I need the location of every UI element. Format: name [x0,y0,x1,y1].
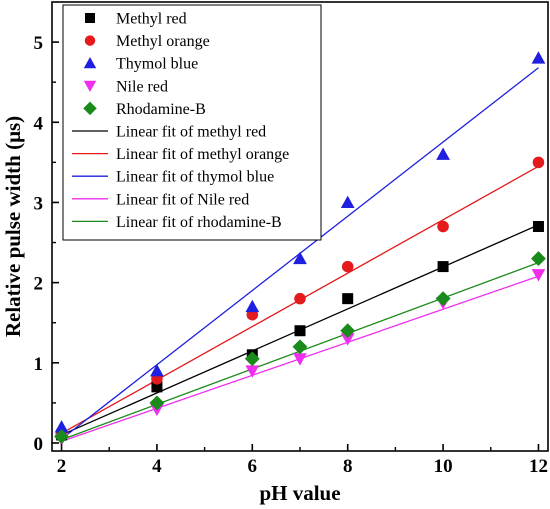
data-point-0-6 [532,221,544,232]
data-point-3-4 [340,333,355,346]
data-point-0-5 [437,261,449,273]
data-point-0-4 [342,293,354,305]
legend-marker-2 [83,56,97,69]
y-tick-label-1: 1 [34,354,44,375]
data-point-3-3 [293,353,307,366]
legend-fit-label-1: Linear fit of methyl orange [116,146,289,163]
legend-fit-label-4: Linear fit of rhodamine-B [116,214,282,231]
data-point-2-2 [245,299,260,313]
data-point-0-1 [151,381,163,393]
data-point-1-4 [341,260,354,273]
data-point-2-5 [436,147,450,160]
legend-label-0: Methyl red [116,11,187,28]
y-tick-label-5: 5 [34,33,44,54]
legend-box [62,4,322,241]
x-axis-title: pH value [259,481,340,505]
data-point-3-6 [531,269,546,282]
y-tick-label-4: 4 [34,113,44,134]
data-point-0-3 [294,325,306,337]
data-markers [54,51,546,446]
legend-fit-label-2: Linear fit of thymol blue [116,169,274,186]
y-axis-title: Relative pulse width (μs) [1,116,25,337]
y-tick-label-3: 3 [34,193,44,214]
x-tick-label-5: 12 [529,456,548,477]
x-tick-label-0: 2 [57,456,67,477]
data-point-2-1 [150,363,164,377]
legend-marker-1 [84,35,96,46]
x-tick-label-1: 4 [152,456,162,477]
x-tick-label-2: 6 [248,456,258,477]
data-point-4-4 [340,323,356,339]
data-point-2-6 [531,51,546,64]
y-tick-label-2: 2 [34,274,44,295]
data-point-4-6 [531,251,546,266]
y-tick-label-0: 0 [34,434,44,455]
data-point-4-5 [435,291,451,307]
x-tick-label-4: 10 [434,456,453,477]
legend-marker-4 [83,101,97,116]
legend-fit-label-3: Linear fit of Nile red [116,191,249,208]
data-point-4-2 [244,351,260,367]
legend-marker-0 [85,13,95,23]
data-point-1-3 [294,292,306,305]
data-point-1-5 [437,220,449,233]
data-point-1-6 [532,156,545,169]
data-point-4-0 [54,429,69,444]
data-point-2-4 [340,195,355,208]
legend-label-2: Thymol blue [116,56,198,73]
x-tick-label-3: 8 [343,456,353,477]
legend-label-1: Methyl orange [116,33,210,50]
legend-label-4: Rhodamine-B [116,101,206,118]
legend-marker-3 [83,80,97,93]
data-point-4-3 [292,339,308,355]
data-point-2-0 [54,420,69,433]
data-point-4-1 [149,395,165,411]
legend-fit-label-0: Linear fit of methyl red [116,124,266,141]
legend: Methyl red Methyl orange Thymol blue Nile r… [62,4,322,241]
data-point-3-2 [245,365,260,378]
data-point-2-3 [293,251,307,265]
legend-label-3: Nile red [116,78,168,95]
